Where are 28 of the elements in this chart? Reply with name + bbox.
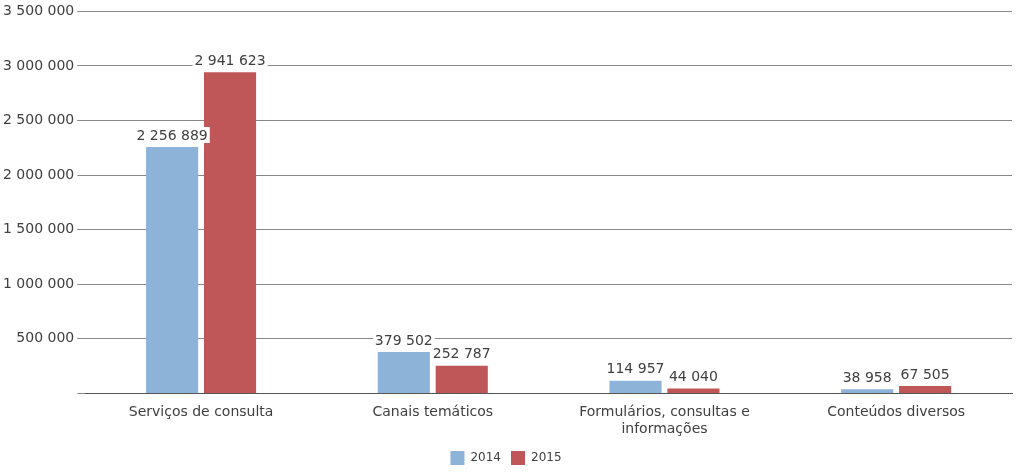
- y-tick-label: 1 000 000: [2, 274, 75, 291]
- x-tick-label: Formulários, consultas e informações: [579, 403, 750, 437]
- bar: [841, 389, 894, 393]
- data-label: 252 787: [432, 345, 491, 362]
- bar: [146, 147, 199, 393]
- y-tick-label: 1 500 000: [2, 220, 75, 237]
- x-tick-label: Conteúdos diversos: [827, 403, 966, 420]
- x-tick-label: Serviços de consulta: [128, 403, 274, 420]
- bar: [667, 388, 720, 393]
- y-tick-label: 3 500 000: [2, 2, 75, 19]
- x-tick-label: Canais temáticos: [372, 403, 494, 420]
- bar: [899, 386, 952, 393]
- bar: [435, 365, 488, 393]
- y-tick-label: 2 500 000: [2, 111, 75, 128]
- data-label: 2 941 623: [194, 51, 266, 68]
- data-label: 44 040: [668, 368, 718, 385]
- y-tick-label: 2 000 000: [2, 165, 75, 182]
- y-tick-label: 3 000 000: [2, 56, 75, 73]
- legend-label: 2014: [470, 450, 502, 465]
- data-label: 38 958: [842, 368, 892, 385]
- bar: [377, 351, 430, 393]
- data-label: 379 502: [374, 331, 433, 348]
- data-label: 67 505: [900, 365, 950, 382]
- y-tick-label: 500 000: [16, 329, 75, 346]
- legend-label: 2015: [531, 450, 562, 465]
- data-label: 114 957: [606, 360, 665, 377]
- bar: [609, 380, 662, 393]
- data-label: 2 256 889: [136, 126, 208, 143]
